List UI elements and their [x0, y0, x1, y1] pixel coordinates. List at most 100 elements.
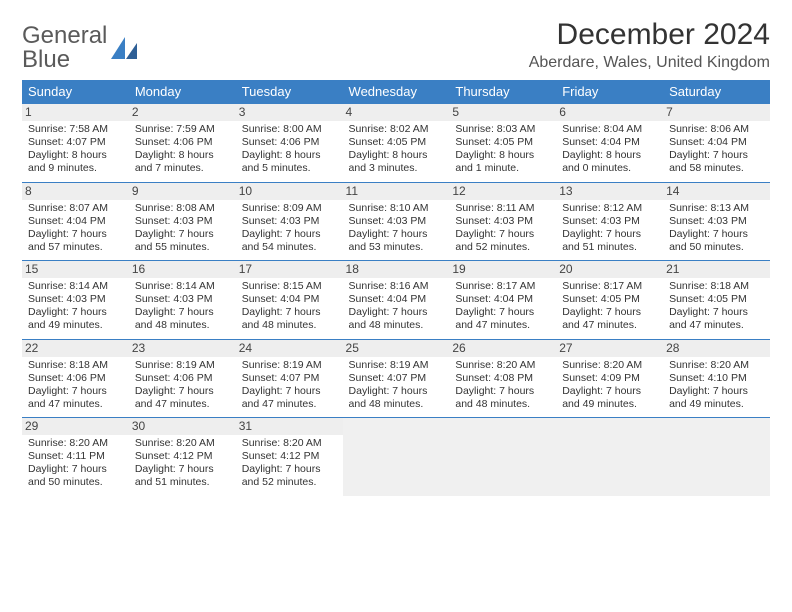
sunset-text: Sunset: 4:06 PM	[135, 136, 230, 149]
sunrise-text: Sunrise: 8:09 AM	[242, 202, 337, 215]
logo-line1: General	[22, 24, 107, 48]
sunset-text: Sunset: 4:06 PM	[242, 136, 337, 149]
calendar-cell: 26Sunrise: 8:20 AMSunset: 4:08 PMDayligh…	[449, 339, 556, 418]
sunrise-text: Sunrise: 8:18 AM	[28, 359, 123, 372]
day-number: 25	[343, 340, 450, 357]
daylight-text: Daylight: 7 hours and 48 minutes.	[242, 306, 337, 332]
month-title: December 2024	[529, 18, 770, 52]
location: Aberdare, Wales, United Kingdom	[529, 54, 770, 72]
day-number: 27	[556, 340, 663, 357]
sunset-text: Sunset: 4:10 PM	[669, 372, 764, 385]
daylight-text: Daylight: 7 hours and 49 minutes.	[669, 385, 764, 411]
day-number: 15	[22, 261, 129, 278]
sunrise-text: Sunrise: 7:58 AM	[28, 123, 123, 136]
day-number: 6	[556, 104, 663, 121]
sunset-text: Sunset: 4:05 PM	[455, 136, 550, 149]
sunset-text: Sunset: 4:04 PM	[28, 215, 123, 228]
sunset-text: Sunset: 4:07 PM	[28, 136, 123, 149]
daylight-text: Daylight: 7 hours and 48 minutes.	[349, 385, 444, 411]
calendar-cell: 30Sunrise: 8:20 AMSunset: 4:12 PMDayligh…	[129, 418, 236, 496]
sunrise-text: Sunrise: 8:02 AM	[349, 123, 444, 136]
sunset-text: Sunset: 4:09 PM	[562, 372, 657, 385]
calendar-cell: 27Sunrise: 8:20 AMSunset: 4:09 PMDayligh…	[556, 339, 663, 418]
weekday-header: Saturday	[663, 80, 770, 104]
daylight-text: Daylight: 7 hours and 58 minutes.	[669, 149, 764, 175]
calendar-cell: 11Sunrise: 8:10 AMSunset: 4:03 PMDayligh…	[343, 182, 450, 261]
calendar-row: 15Sunrise: 8:14 AMSunset: 4:03 PMDayligh…	[22, 261, 770, 340]
calendar-cell: 4 Sunrise: 8:02 AMSunset: 4:05 PMDaylight…	[343, 104, 450, 183]
sunrise-text: Sunrise: 8:03 AM	[455, 123, 550, 136]
calendar-cell: 5Sunrise: 8:03 AMSunset: 4:05 PMDaylight…	[449, 104, 556, 183]
sunrise-text: Sunrise: 8:12 AM	[562, 202, 657, 215]
sunrise-text: Sunrise: 8:13 AM	[669, 202, 764, 215]
sunset-text: Sunset: 4:03 PM	[669, 215, 764, 228]
title-block: December 2024 Aberdare, Wales, United Ki…	[529, 18, 770, 72]
daylight-text: Daylight: 7 hours and 57 minutes.	[28, 228, 123, 254]
daylight-text: Daylight: 7 hours and 48 minutes.	[135, 306, 230, 332]
weekday-header: Monday	[129, 80, 236, 104]
daylight-text: Daylight: 7 hours and 50 minutes.	[669, 228, 764, 254]
sunset-text: Sunset: 4:05 PM	[349, 136, 444, 149]
sunset-text: Sunset: 4:08 PM	[455, 372, 550, 385]
sunrise-text: Sunrise: 8:19 AM	[242, 359, 337, 372]
sunset-text: Sunset: 4:12 PM	[135, 450, 230, 463]
daylight-text: Daylight: 7 hours and 47 minutes.	[455, 306, 550, 332]
day-number: 1	[22, 104, 129, 121]
day-number: 29	[22, 418, 129, 435]
daylight-text: Daylight: 7 hours and 47 minutes.	[669, 306, 764, 332]
day-number: 17	[236, 261, 343, 278]
calendar-cell: 21Sunrise: 8:18 AMSunset: 4:05 PMDayligh…	[663, 261, 770, 340]
daylight-text: Daylight: 7 hours and 48 minutes.	[455, 385, 550, 411]
daylight-text: Daylight: 8 hours and 9 minutes.	[28, 149, 123, 175]
day-number: 11	[343, 183, 450, 200]
daylight-text: Daylight: 7 hours and 49 minutes.	[28, 306, 123, 332]
calendar-cell	[449, 418, 556, 496]
calendar-cell: 3Sunrise: 8:00 AMSunset: 4:06 PMDaylight…	[236, 104, 343, 183]
day-number: 4	[343, 104, 450, 121]
sunrise-text: Sunrise: 8:17 AM	[562, 280, 657, 293]
sunset-text: Sunset: 4:04 PM	[349, 293, 444, 306]
day-number: 24	[236, 340, 343, 357]
logo-sail-icon	[111, 37, 137, 59]
sunrise-text: Sunrise: 8:20 AM	[28, 437, 123, 450]
sunset-text: Sunset: 4:03 PM	[135, 293, 230, 306]
sunrise-text: Sunrise: 8:04 AM	[562, 123, 657, 136]
sunset-text: Sunset: 4:04 PM	[455, 293, 550, 306]
sunrise-text: Sunrise: 8:15 AM	[242, 280, 337, 293]
day-number: 8	[22, 183, 129, 200]
calendar-cell: 17 Sunrise: 8:15 AMSunset: 4:04 PMDayligh…	[236, 261, 343, 340]
calendar-cell: 16Sunrise: 8:14 AMSunset: 4:03 PMDayligh…	[129, 261, 236, 340]
day-number: 18	[343, 261, 450, 278]
sunset-text: Sunset: 4:04 PM	[242, 293, 337, 306]
day-number: 22	[22, 340, 129, 357]
daylight-text: Daylight: 7 hours and 47 minutes.	[28, 385, 123, 411]
calendar-row: 1Sunrise: 7:58 AMSunset: 4:07 PMDaylight…	[22, 104, 770, 183]
day-number: 5	[449, 104, 556, 121]
sunset-text: Sunset: 4:03 PM	[135, 215, 230, 228]
daylight-text: Daylight: 7 hours and 51 minutes.	[562, 228, 657, 254]
calendar-cell: 18Sunrise: 8:16 AMSunset: 4:04 PMDayligh…	[343, 261, 450, 340]
daylight-text: Daylight: 7 hours and 49 minutes.	[562, 385, 657, 411]
day-number: 10	[236, 183, 343, 200]
calendar-cell: 15Sunrise: 8:14 AMSunset: 4:03 PMDayligh…	[22, 261, 129, 340]
day-number: 9	[129, 183, 236, 200]
daylight-text: Daylight: 8 hours and 3 minutes.	[349, 149, 444, 175]
calendar-cell: 20Sunrise: 8:17 AMSunset: 4:05 PMDayligh…	[556, 261, 663, 340]
sunrise-text: Sunrise: 8:20 AM	[455, 359, 550, 372]
sunrise-text: Sunrise: 8:06 AM	[669, 123, 764, 136]
calendar-cell	[556, 418, 663, 496]
calendar-cell	[663, 418, 770, 496]
sunrise-text: Sunrise: 8:16 AM	[349, 280, 444, 293]
daylight-text: Daylight: 8 hours and 5 minutes.	[242, 149, 337, 175]
weekday-header: Tuesday	[236, 80, 343, 104]
day-number: 12	[449, 183, 556, 200]
weekday-header: Wednesday	[343, 80, 450, 104]
calendar-cell: 29Sunrise: 8:20 AMSunset: 4:11 PMDayligh…	[22, 418, 129, 496]
day-number: 20	[556, 261, 663, 278]
weekday-header: Friday	[556, 80, 663, 104]
sunset-text: Sunset: 4:04 PM	[562, 136, 657, 149]
calendar-cell: 14Sunrise: 8:13 AMSunset: 4:03 PMDayligh…	[663, 182, 770, 261]
sunset-text: Sunset: 4:07 PM	[349, 372, 444, 385]
day-number: 3	[236, 104, 343, 121]
day-number: 19	[449, 261, 556, 278]
